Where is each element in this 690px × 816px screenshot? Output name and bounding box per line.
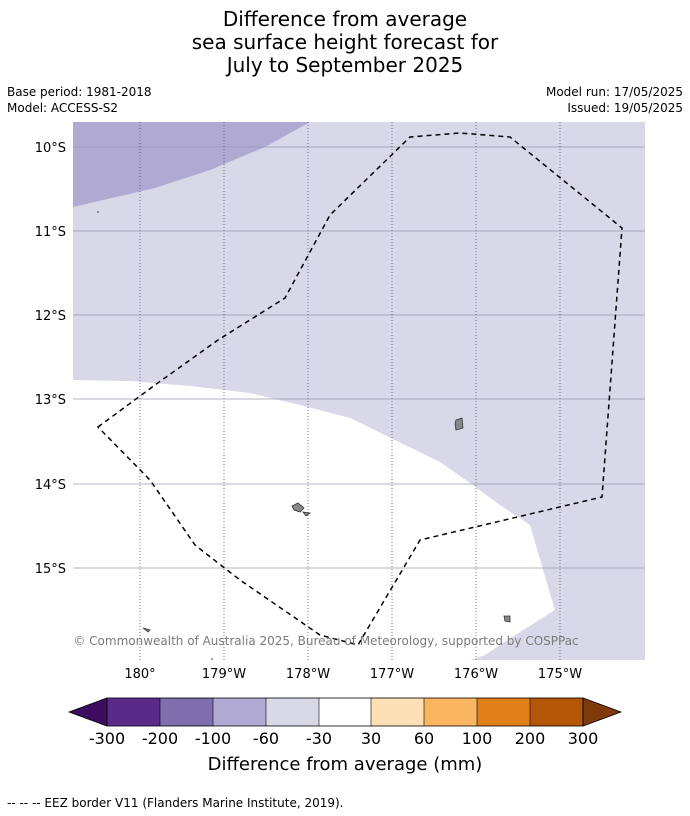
colorbar-dividers	[159, 698, 531, 726]
lat-label: 12°S	[35, 309, 66, 324]
colorbar-outline	[106, 697, 584, 727]
meta-right: Model run: 17/05/2025 Issued: 19/05/2025	[546, 84, 683, 116]
colorbar	[67, 697, 623, 727]
anomaly-region-medium	[73, 122, 310, 207]
island-shape	[503, 615, 511, 623]
island-dot	[211, 658, 213, 660]
colorbar-tick: -300	[89, 729, 125, 748]
map-title: Difference from average sea surface heig…	[0, 8, 690, 77]
lat-label: 10°S	[35, 141, 66, 156]
lon-label: 177°W	[370, 667, 414, 682]
colorbar-extend-high	[582, 697, 623, 727]
lon-label: 175°W	[538, 667, 582, 682]
colorbar-extend-low	[67, 697, 108, 727]
lon-label: 176°W	[454, 667, 498, 682]
map-area: © Commonwealth of Australia 2025, Bureau…	[73, 122, 645, 660]
colorbar-swatch	[266, 698, 319, 726]
island-shape	[142, 627, 151, 633]
lat-label: 11°S	[35, 225, 66, 240]
colorbar-tick: 30	[361, 729, 381, 748]
copyright-notice: © Commonwealth of Australia 2025, Bureau…	[73, 634, 578, 648]
colorbar-tick: -100	[195, 729, 231, 748]
lon-label: 179°W	[202, 667, 246, 682]
anomaly-region-neutral	[73, 380, 555, 660]
latitude-labels: 10°S 11°S 12°S 13°S 14°S 15°S	[35, 141, 66, 577]
colorbar-swatch	[160, 698, 213, 726]
eez-footnote: -- -- -- EEZ border V11 (Flanders Marine…	[7, 796, 344, 810]
colorbar-swatch	[213, 698, 266, 726]
eez-border	[96, 132, 623, 646]
meta-left: Base period: 1981-2018 Model: ACCESS-S2	[7, 84, 152, 116]
island-dot	[97, 211, 99, 213]
lat-label: 15°S	[35, 562, 66, 577]
model-run: Model run: 17/05/2025	[545, 85, 683, 99]
colorbar-swatch	[371, 698, 424, 726]
issued-date: Issued: 19/05/2025	[567, 101, 683, 115]
island-shape	[454, 417, 464, 431]
title-line-1: Difference from average	[222, 7, 468, 31]
colorbar-swatch	[319, 698, 371, 726]
colorbar-title: Difference from average (mm)	[208, 754, 483, 775]
colorbar-tick: 60	[414, 729, 434, 748]
colorbar-swatch	[107, 698, 160, 726]
colorbar-tick: 300	[568, 729, 599, 748]
longitude-labels: 180° 179°W 178°W 177°W 176°W 175°W	[124, 667, 582, 682]
colorbar-tick-labels: -300 -200 -100 -60 -30 30 60 100 200 300	[89, 729, 598, 748]
colorbar-tick: -30	[306, 729, 332, 748]
colorbar-tick: -60	[253, 729, 279, 748]
lat-label: 14°S	[35, 478, 66, 493]
colorbar-swatch	[477, 698, 530, 726]
model-name: Model: ACCESS-S2	[7, 101, 119, 115]
latitude-gridlines	[73, 146, 645, 569]
colorbar-swatch	[530, 698, 583, 726]
title-line-3: July to September 2025	[226, 53, 464, 77]
colorbar-tick: 100	[462, 729, 493, 748]
colorbar-swatch	[424, 698, 477, 726]
lon-label: 178°W	[286, 667, 330, 682]
lon-label: 180°	[124, 667, 155, 682]
title-line-2: sea surface height forecast for	[191, 30, 499, 54]
island-shape	[302, 511, 312, 517]
base-period: Base period: 1981-2018	[7, 85, 152, 99]
colorbar-tick: 200	[515, 729, 546, 748]
colorbar-tick: -200	[142, 729, 178, 748]
lat-label: 13°S	[35, 393, 66, 408]
island-shape	[291, 502, 305, 513]
